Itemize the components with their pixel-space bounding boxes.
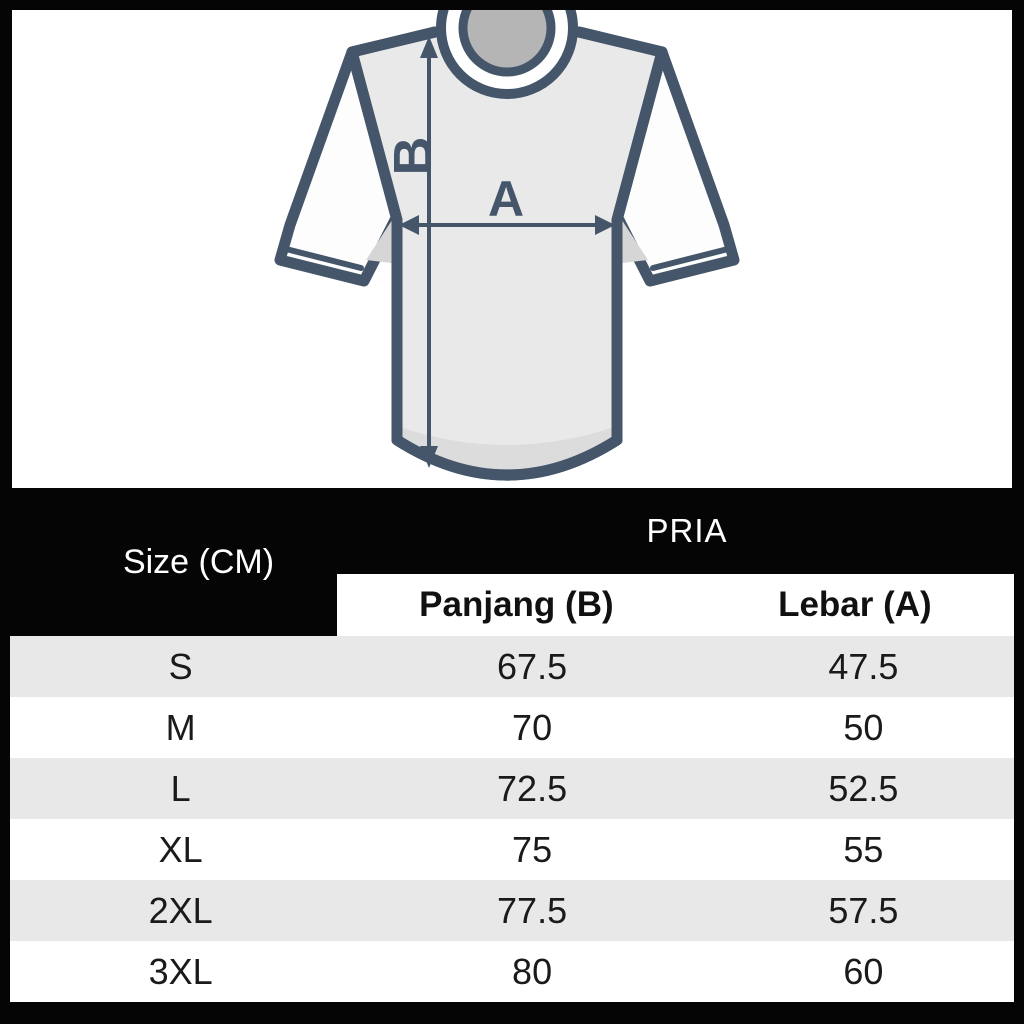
size-table-body: S 67.5 47.5 M 70 50 L 72.5 52.5 XL 75 55 2XL 77.5 57.5…	[10, 636, 1014, 1002]
table-row-xl: XL 75 55	[10, 819, 1014, 880]
table-row-s: S 67.5 47.5	[10, 636, 1014, 697]
length-arrow-head-bottom	[420, 446, 438, 468]
lebar-column-header: Lebar (A)	[778, 585, 932, 624]
lebar-cell: 60	[843, 950, 884, 992]
panjang-cell: 67.5	[497, 645, 568, 687]
lebar-cell: 57.5	[828, 889, 899, 931]
table-row-2xl: 2XL 77.5 57.5	[10, 880, 1014, 941]
width-label: A	[488, 171, 524, 227]
tshirt-diagram-panel: A B	[12, 10, 1012, 488]
tshirt-body-outline	[346, 26, 668, 481]
size-cell: XL	[158, 828, 203, 870]
length-label: B	[383, 137, 443, 176]
width-arrow-head-left	[399, 215, 419, 235]
panjang-column-header: Panjang (B)	[419, 585, 614, 624]
table-row-l: L 72.5 52.5	[10, 758, 1014, 819]
size-cell: S	[168, 645, 193, 687]
size-cell: 3XL	[148, 950, 213, 992]
lebar-cell: 47.5	[828, 645, 899, 687]
size-cell: L	[170, 767, 191, 809]
gender-group-header: PRIA	[646, 512, 728, 549]
table-row-3xl: 3XL 80 60	[10, 941, 1014, 1002]
lebar-cell: 50	[843, 706, 884, 748]
size-cell: M	[165, 706, 196, 748]
collar-inner-ring	[458, 10, 556, 77]
size-column-header: Size (CM)	[122, 542, 275, 581]
table-row-m: M 70 50	[10, 697, 1014, 758]
panjang-cell: 72.5	[497, 767, 568, 809]
panjang-cell: 77.5	[497, 889, 568, 931]
panjang-cell: 75	[512, 828, 553, 870]
width-arrow-head-right	[595, 215, 615, 235]
length-arrow-head-top	[420, 36, 438, 58]
lebar-cell: 52.5	[828, 767, 899, 809]
tshirt-measurement-diagram: A B	[274, 10, 740, 481]
measurement-header-strip: Panjang (B) Lebar (A)	[337, 574, 1014, 636]
size-cell: 2XL	[148, 889, 213, 931]
lebar-cell: 55	[843, 828, 884, 870]
left-cuff-line	[283, 246, 364, 271]
panjang-cell: 70	[512, 706, 553, 748]
right-cuff-line	[650, 246, 731, 271]
panjang-cell: 80	[512, 950, 553, 992]
measurement-arrows: A B	[383, 36, 615, 468]
